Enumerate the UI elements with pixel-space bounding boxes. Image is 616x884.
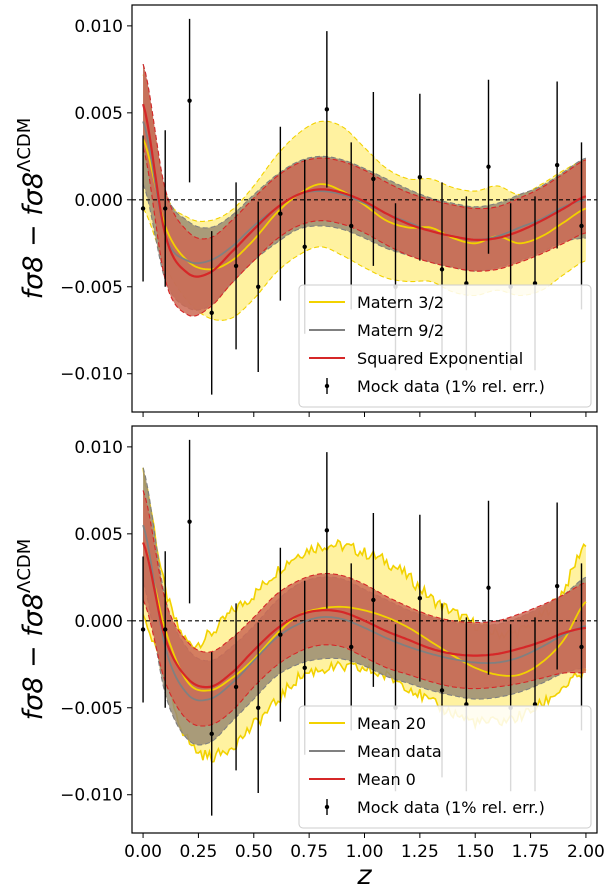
data-point-8 — [324, 107, 330, 112]
data-point-10 — [371, 176, 376, 182]
series-line-2 — [142, 542, 587, 689]
series-line-2 — [142, 103, 587, 278]
ytick-label-3: −0.005 — [60, 699, 123, 719]
legend: Matern 3/2 Matern 9/2 Squared Exponential M… — [298, 284, 592, 408]
data-point-17 — [532, 702, 538, 707]
data-point-14 — [464, 281, 469, 286]
legend-label-3: Mock data (1% rel. err.) — [357, 798, 545, 817]
data-point-15 — [486, 585, 491, 590]
legend-label-1: Matern 9/2 — [357, 321, 444, 340]
data-point-15 — [486, 164, 491, 169]
data-point-13 — [439, 267, 445, 272]
data-point-7 — [302, 665, 307, 670]
data-point-9 — [349, 223, 354, 229]
legend-label-1: Mean data — [357, 742, 442, 761]
series-line-1 — [142, 121, 587, 265]
xtick-label-0: 0.00 — [124, 842, 162, 862]
band-upper-edge-2 — [142, 490, 587, 653]
data-point-3 — [209, 731, 214, 737]
data-point-6 — [278, 632, 283, 637]
data-point-12 — [417, 174, 423, 180]
y-axis-label-superscript: ΛCDM — [14, 539, 35, 593]
legend-label-2: Mean 0 — [357, 770, 416, 789]
data-point-10 — [371, 597, 376, 603]
xtick-label-7: 1.75 — [512, 842, 550, 862]
xtick-label-8: 2.00 — [567, 842, 605, 862]
band-upper-edge-1 — [142, 63, 587, 229]
legend-label-3: Mock data (1% rel. err.) — [357, 377, 545, 396]
data-point-13 — [439, 688, 445, 693]
legend-label-0: Matern 3/2 — [357, 293, 444, 312]
series-line-1 — [142, 524, 587, 702]
data-point-19 — [579, 644, 584, 650]
legend-swatch-point-3 — [324, 804, 330, 810]
y-axis-label: fσ8 − fσ8ΛCDM — [14, 118, 49, 300]
data-point-0 — [140, 206, 146, 211]
ytick-label-1: 0.005 — [74, 525, 123, 545]
data-point-1 — [163, 206, 168, 211]
data-point-8 — [324, 528, 330, 533]
legend-label-0: Mean 20 — [357, 714, 426, 733]
data-point-19 — [579, 223, 584, 229]
xtick-label-1: 0.25 — [179, 842, 217, 862]
data-point-12 — [417, 595, 423, 601]
band-lower-edge-2 — [142, 147, 587, 317]
top-panel: 0.010 0.005 0.000 −0.005 −0.010 fσ8 − fσ8ΛCDM… — [14, 4, 598, 417]
data-point-4 — [233, 263, 239, 269]
legend-label-2: Squared Exponential — [357, 349, 523, 368]
x-axis-label: z — [356, 860, 372, 884]
xtick-label-4: 1.00 — [346, 842, 384, 862]
data-point-7 — [302, 244, 307, 249]
legend-box — [298, 705, 592, 829]
data-point-18 — [554, 583, 560, 589]
data-point-2 — [187, 98, 192, 103]
y-axis-label-superscript: ΛCDM — [14, 118, 35, 172]
data-point-1 — [163, 627, 168, 632]
legend: Mean 20 Mean data Mean 0 Mock data (1% rel.… — [298, 705, 592, 829]
band-upper-edge-2 — [142, 63, 587, 240]
data-point-4 — [233, 684, 239, 690]
data-point-2 — [187, 519, 192, 524]
data-point-5 — [256, 705, 261, 710]
ytick-label-1: 0.005 — [74, 104, 123, 124]
xtick-label-3: 0.75 — [290, 842, 328, 862]
ytick-label-4: −0.010 — [60, 786, 123, 806]
ytick-label-2: 0.000 — [74, 191, 123, 211]
data-point-0 — [140, 627, 146, 632]
data-point-3 — [209, 310, 214, 316]
band-lower-edge-2 — [142, 599, 586, 727]
ytick-label-0: 0.010 — [74, 17, 123, 37]
data-point-18 — [554, 162, 560, 168]
ytick-label-2: 0.000 — [74, 612, 123, 632]
band-lower-edge-1 — [142, 582, 586, 746]
data-point-5 — [256, 284, 261, 289]
band-upper-edge-0 — [142, 74, 587, 222]
ytick-label-3: −0.005 — [60, 278, 123, 298]
data-point-17 — [532, 281, 538, 286]
data-point-14 — [464, 702, 469, 707]
y-axis-label: fσ8 − fσ8ΛCDM — [14, 539, 49, 721]
xtick-label-6: 1.50 — [456, 842, 494, 862]
data-point-6 — [278, 211, 283, 216]
plot-area — [132, 18, 597, 395]
xtick-label-2: 0.50 — [235, 842, 273, 862]
plot-area — [132, 439, 597, 816]
ytick-label-4: −0.010 — [60, 365, 123, 385]
bottom-panel: 0.010 0.005 0.000 −0.005 −0.010 0.00 0.25 0.50 0… — [14, 425, 605, 884]
series-line-0 — [142, 542, 587, 692]
band-2 — [143, 64, 586, 317]
data-point-9 — [349, 644, 354, 650]
legend-box — [298, 284, 592, 408]
legend-swatch-point-3 — [324, 383, 330, 389]
ytick-label-0: 0.010 — [74, 438, 123, 458]
xtick-label-5: 1.25 — [401, 842, 439, 862]
